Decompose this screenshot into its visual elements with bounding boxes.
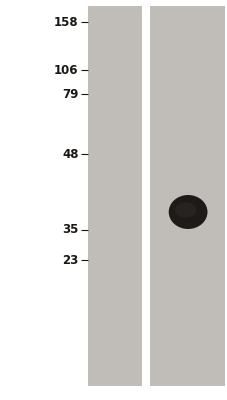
Ellipse shape [168, 195, 207, 229]
Text: 158: 158 [54, 16, 78, 28]
Bar [150, 6, 224, 386]
Bar [142, 6, 150, 386]
Bar [87, 6, 142, 386]
Ellipse shape [174, 202, 196, 218]
Text: 106: 106 [54, 64, 78, 76]
Text: 79: 79 [62, 88, 78, 100]
Text: 35: 35 [62, 224, 78, 236]
Text: 23: 23 [62, 254, 78, 266]
Text: 48: 48 [62, 148, 78, 160]
